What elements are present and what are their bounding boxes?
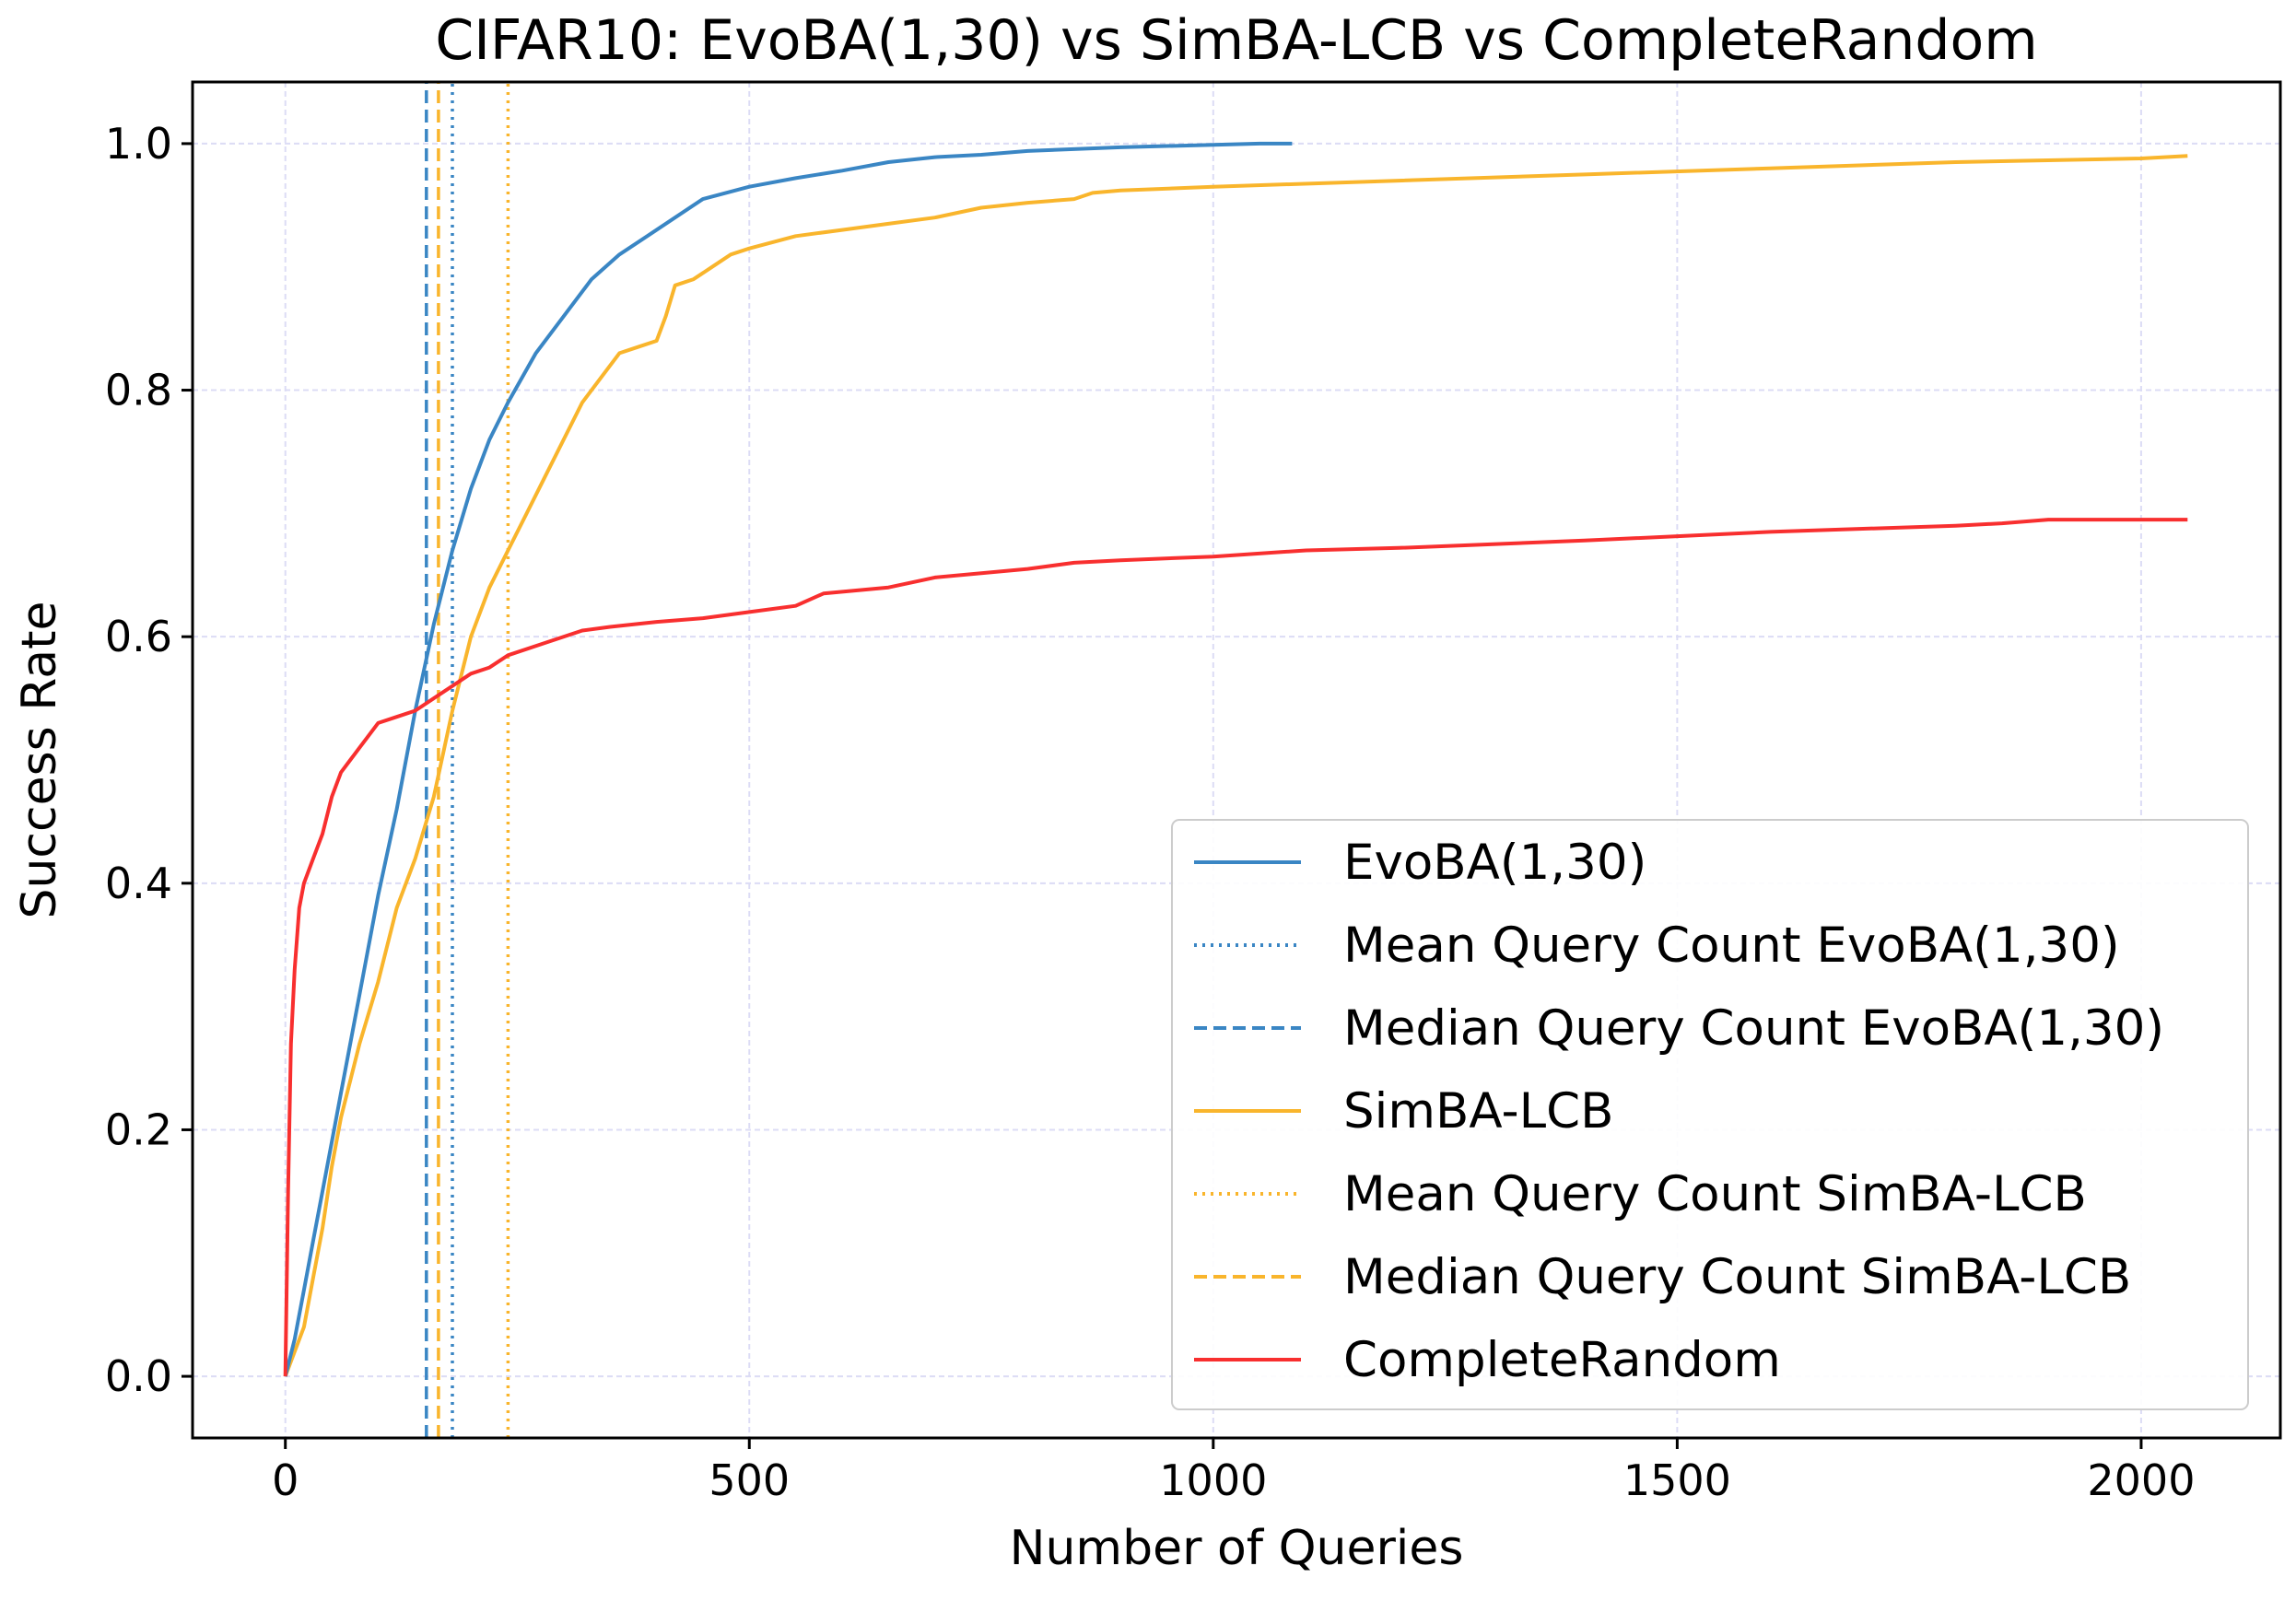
x-tick-label: 2000 (2087, 1455, 2195, 1505)
x-axis-label: Number of Queries (1010, 1521, 1464, 1576)
y-tick-label: 1.0 (105, 119, 172, 169)
y-tick-label: 0.4 (105, 859, 172, 908)
plot-lines (283, 82, 2188, 1438)
legend: EvoBA(1,30) Mean Query Count EvoBA(1,30) M… (1171, 819, 2249, 1410)
legend-label-mean-query-count-simba-lcb: Mean Query Count SimBA-LCB (1343, 1166, 2087, 1222)
y-tick-label: 0.0 (105, 1351, 172, 1401)
y-axis: 0.0 0.2 0.4 0.6 0.8 1.0 (105, 119, 193, 1401)
x-tick-label: 500 (709, 1455, 790, 1505)
legend-label-median-query-count-simba-lcb: Median Query Count SimBA-LCB (1343, 1249, 2131, 1305)
series-completerandom (283, 518, 2188, 1377)
series-simba-lcb (283, 154, 2188, 1377)
chart-title: CIFAR10: EvoBA(1,30) vs SimBA-LCB vs Com… (435, 8, 2037, 73)
x-tick-label: 1000 (1159, 1455, 1267, 1505)
legend-label-median-query-count-evoba-1-30: Median Query Count EvoBA(1,30) (1343, 1000, 2164, 1057)
y-tick-label: 0.8 (105, 366, 172, 415)
y-tick-label: 0.2 (105, 1104, 172, 1154)
x-tick-label: 0 (272, 1455, 299, 1505)
legend-label-completerandom: CompleteRandom (1343, 1332, 1781, 1388)
plot-frame (191, 80, 2282, 1440)
legend-label-mean-query-count-evoba-1-30: Mean Query Count EvoBA(1,30) (1343, 917, 2120, 974)
legend-label-evoba-1-30: EvoBA(1,30) (1343, 835, 1646, 891)
legend-label-simba-lcb: SimBA-LCB (1343, 1083, 1613, 1139)
y-axis-label: Success Rate (12, 601, 67, 918)
legend-box (1171, 819, 2249, 1410)
x-axis: 0 500 1000 1500 2000 (272, 1438, 2195, 1505)
x-tick-label: 1500 (1623, 1455, 1731, 1505)
y-tick-label: 0.6 (105, 612, 172, 661)
series-evoba-1-30 (283, 141, 1293, 1377)
